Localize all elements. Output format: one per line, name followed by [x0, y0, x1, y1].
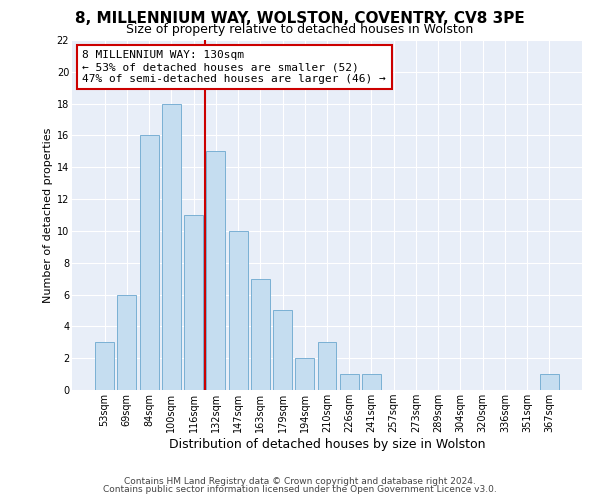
Bar: [206, 152, 225, 390]
X-axis label: Distribution of detached houses by size in Wolston: Distribution of detached houses by size …: [169, 438, 485, 451]
Bar: [540, 374, 559, 390]
Bar: [184, 215, 203, 390]
Text: 8 MILLENNIUM WAY: 130sqm
← 53% of detached houses are smaller (52)
47% of semi-d: 8 MILLENNIUM WAY: 130sqm ← 53% of detach…: [82, 50, 386, 84]
Bar: [229, 231, 248, 390]
Bar: [118, 294, 136, 390]
Bar: [295, 358, 314, 390]
Bar: [362, 374, 381, 390]
Bar: [140, 136, 158, 390]
Bar: [251, 278, 270, 390]
Bar: [340, 374, 359, 390]
Text: Size of property relative to detached houses in Wolston: Size of property relative to detached ho…: [127, 22, 473, 36]
Text: 8, MILLENNIUM WAY, WOLSTON, COVENTRY, CV8 3PE: 8, MILLENNIUM WAY, WOLSTON, COVENTRY, CV…: [75, 11, 525, 26]
Bar: [162, 104, 181, 390]
Text: Contains HM Land Registry data © Crown copyright and database right 2024.: Contains HM Land Registry data © Crown c…: [124, 477, 476, 486]
Bar: [317, 342, 337, 390]
Bar: [273, 310, 292, 390]
Text: Contains public sector information licensed under the Open Government Licence v3: Contains public sector information licen…: [103, 485, 497, 494]
Y-axis label: Number of detached properties: Number of detached properties: [43, 128, 53, 302]
Bar: [95, 342, 114, 390]
